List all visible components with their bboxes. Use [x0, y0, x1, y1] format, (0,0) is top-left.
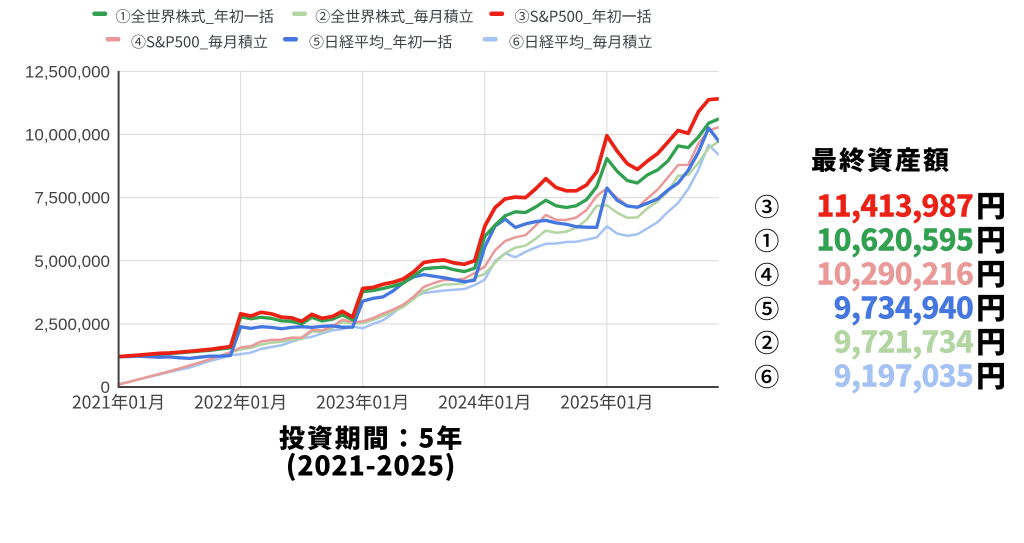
svg-text:12,500,000: 12,500,000 — [25, 62, 110, 81]
svg-text:2,500,000: 2,500,000 — [34, 315, 110, 334]
svg-text:0: 0 — [101, 378, 110, 397]
svg-text:7,500,000: 7,500,000 — [34, 189, 110, 208]
svg-text:10,000,000: 10,000,000 — [25, 126, 110, 145]
svg-text:5,000,000: 5,000,000 — [34, 252, 110, 271]
